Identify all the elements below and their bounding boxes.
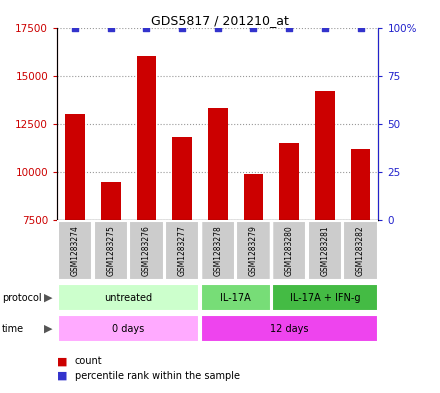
Text: protocol: protocol (2, 293, 42, 303)
Point (72, 24, 79, 31)
Point (321, 24, 328, 31)
Text: GSM1283279: GSM1283279 (249, 225, 258, 276)
Text: GSM1283277: GSM1283277 (178, 225, 187, 276)
Bar (136, 57, 156, 220)
Text: ■: ■ (57, 371, 68, 381)
Bar (344, 221, 378, 280)
Text: 12 days: 12 days (270, 324, 308, 334)
Text: 0 days: 0 days (113, 324, 145, 334)
Text: ▶: ▶ (44, 293, 53, 303)
Bar (272, 285, 378, 311)
Text: IL-17A + IFN-g: IL-17A + IFN-g (290, 293, 360, 303)
Text: GSM1283276: GSM1283276 (142, 225, 151, 276)
Bar (165, 221, 199, 280)
Text: GSM1283281: GSM1283281 (320, 225, 330, 276)
Text: IL-17A: IL-17A (220, 293, 251, 303)
Bar (244, 174, 263, 220)
Bar (58, 285, 199, 311)
Bar (101, 182, 121, 220)
Point (179, 24, 186, 31)
Text: GDS5817 / 201210_at: GDS5817 / 201210_at (151, 14, 289, 27)
Bar (351, 149, 370, 220)
Bar (58, 316, 199, 342)
Point (107, 24, 114, 31)
Text: ■: ■ (57, 356, 68, 366)
Text: untreated: untreated (105, 293, 153, 303)
Bar (65, 114, 85, 220)
Point (143, 24, 150, 31)
Bar (315, 91, 335, 220)
Bar (172, 137, 192, 220)
Text: ▶: ▶ (44, 324, 53, 334)
Point (286, 24, 293, 31)
Bar (58, 221, 92, 280)
Bar (94, 221, 128, 280)
Bar (129, 221, 164, 280)
Text: GSM1283280: GSM1283280 (285, 225, 293, 276)
Text: GSM1283282: GSM1283282 (356, 225, 365, 276)
Text: GSM1283274: GSM1283274 (70, 225, 80, 276)
Bar (279, 143, 299, 220)
Bar (208, 108, 227, 220)
Bar (201, 221, 235, 280)
Text: percentile rank within the sample: percentile rank within the sample (75, 371, 240, 381)
Point (250, 24, 257, 31)
Text: GSM1283278: GSM1283278 (213, 225, 222, 276)
Bar (236, 221, 271, 280)
Text: count: count (75, 356, 103, 366)
Point (357, 24, 364, 31)
Bar (308, 221, 342, 280)
Text: GSM1283275: GSM1283275 (106, 225, 115, 276)
Text: time: time (2, 324, 24, 334)
Bar (201, 285, 271, 311)
Bar (201, 316, 378, 342)
Point (214, 24, 221, 31)
Bar (272, 221, 306, 280)
